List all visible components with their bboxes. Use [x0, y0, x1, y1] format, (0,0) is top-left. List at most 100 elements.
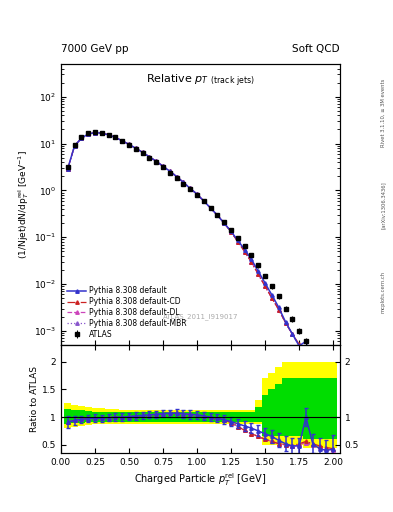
Pythia 8.308 default [161, 163, 165, 169]
Pythia 8.308 default-DL [154, 158, 158, 164]
Pythia 8.308 default-MBR [161, 163, 165, 169]
Pythia 8.308 default-DL [283, 319, 288, 326]
Pythia 8.308 default-CD [331, 402, 336, 409]
Pythia 8.308 default [195, 191, 199, 197]
Pythia 8.308 default-CD [208, 205, 213, 211]
Pythia 8.308 default-MBR [120, 138, 125, 144]
Pythia 8.308 default [93, 130, 97, 136]
Pythia 8.308 default-CD [256, 271, 261, 278]
Pythia 8.308 default-DL [99, 130, 104, 136]
Pythia 8.308 default-DL [181, 179, 186, 185]
Pythia 8.308 default-MBR [235, 239, 240, 245]
Pythia 8.308 default-MBR [242, 248, 247, 254]
Pythia 8.308 default [127, 141, 131, 147]
Pythia 8.308 default-DL [263, 283, 268, 289]
Pythia 8.308 default-CD [222, 220, 227, 226]
Pythia 8.308 default-DL [113, 135, 118, 141]
Pythia 8.308 default-MBR [276, 307, 281, 313]
Pythia 8.308 default-MBR [72, 143, 77, 149]
Pythia 8.308 default-DL [86, 131, 90, 137]
Pythia 8.308 default-MBR [202, 198, 206, 204]
Pythia 8.308 default [65, 165, 70, 172]
Pythia 8.308 default [297, 343, 301, 349]
Pythia 8.308 default-CD [297, 341, 301, 347]
Pythia 8.308 default [249, 257, 254, 263]
Pythia 8.308 default-CD [99, 130, 104, 136]
Pythia 8.308 default-CD [215, 212, 220, 219]
Pythia 8.308 default-MBR [174, 174, 179, 180]
Pythia 8.308 default-DL [331, 403, 336, 410]
Pythia 8.308 default-CD [65, 165, 70, 172]
Pythia 8.308 default [208, 205, 213, 211]
Pythia 8.308 default-CD [235, 239, 240, 245]
Pythia 8.308 default-DL [93, 130, 97, 136]
Pythia 8.308 default-MBR [222, 220, 227, 226]
Pythia 8.308 default-MBR [290, 331, 295, 337]
Pythia 8.308 default-CD [72, 143, 77, 149]
Text: Soft QCD: Soft QCD [292, 44, 340, 54]
Pythia 8.308 default [331, 403, 336, 409]
Pythia 8.308 default-CD [120, 138, 125, 144]
Pythia 8.308 default-DL [276, 307, 281, 313]
Pythia 8.308 default-CD [127, 141, 131, 147]
Line: Pythia 8.308 default-DL: Pythia 8.308 default-DL [66, 131, 335, 408]
Pythia 8.308 default-MBR [140, 150, 145, 156]
Pythia 8.308 default-CD [147, 154, 152, 160]
Pythia 8.308 default [263, 280, 268, 286]
Pythia 8.308 default-MBR [86, 131, 90, 137]
Pythia 8.308 default [113, 135, 118, 141]
Pythia 8.308 default-DL [147, 154, 152, 160]
Pythia 8.308 default-DL [202, 198, 206, 204]
Pythia 8.308 default-DL [167, 168, 172, 174]
Pythia 8.308 default-CD [188, 185, 193, 191]
Pythia 8.308 default-CD [106, 132, 111, 138]
Pythia 8.308 default-DL [249, 259, 254, 265]
Pythia 8.308 default-DL [133, 145, 138, 152]
Pythia 8.308 default-MBR [283, 319, 288, 326]
Pythia 8.308 default [167, 168, 172, 174]
Pythia 8.308 default-CD [93, 130, 97, 136]
Pythia 8.308 default-MBR [167, 168, 172, 174]
Pythia 8.308 default-CD [174, 174, 179, 180]
Y-axis label: (1/Njet)dN/dp$_T^{\rm rel}$ [GeV$^{-1}$]: (1/Njet)dN/dp$_T^{\rm rel}$ [GeV$^{-1}$] [16, 150, 31, 259]
Pythia 8.308 default-DL [303, 351, 308, 357]
Pythia 8.308 default [235, 238, 240, 244]
Pythia 8.308 default-CD [249, 259, 254, 265]
Pythia 8.308 default-MBR [93, 130, 97, 136]
Pythia 8.308 default-DL [290, 331, 295, 337]
Pythia 8.308 default-MBR [317, 377, 322, 383]
Pythia 8.308 default-CD [324, 389, 329, 395]
Pythia 8.308 default-CD [154, 158, 158, 164]
Pythia 8.308 default [86, 131, 90, 137]
Pythia 8.308 default-DL [317, 376, 322, 382]
Pythia 8.308 default-CD [140, 150, 145, 156]
Pythia 8.308 default-CD [202, 198, 206, 204]
Pythia 8.308 default [202, 198, 206, 204]
Pythia 8.308 default-MBR [106, 132, 111, 138]
Pythia 8.308 default [154, 158, 158, 164]
Pythia 8.308 default-DL [72, 143, 77, 149]
Pythia 8.308 default [133, 145, 138, 152]
Pythia 8.308 default-CD [290, 331, 295, 337]
Pythia 8.308 default-DL [324, 390, 329, 396]
Pythia 8.308 default-DL [174, 174, 179, 180]
Pythia 8.308 default-CD [113, 135, 118, 141]
Y-axis label: Ratio to ATLAS: Ratio to ATLAS [30, 366, 39, 432]
Pythia 8.308 default-CD [276, 307, 281, 313]
Pythia 8.308 default [242, 246, 247, 252]
Pythia 8.308 default-CD [181, 179, 186, 185]
Pythia 8.308 default-MBR [181, 179, 186, 185]
Pythia 8.308 default-CD [317, 375, 322, 381]
Pythia 8.308 default [317, 378, 322, 384]
Pythia 8.308 default-CD [167, 168, 172, 174]
Line: Pythia 8.308 default-CD: Pythia 8.308 default-CD [66, 131, 335, 407]
Text: 7000 GeV pp: 7000 GeV pp [61, 44, 129, 54]
Pythia 8.308 default [188, 185, 193, 191]
Pythia 8.308 default-DL [195, 191, 199, 197]
Pythia 8.308 default [72, 143, 77, 149]
Pythia 8.308 default-CD [303, 350, 308, 356]
Pythia 8.308 default-MBR [133, 145, 138, 152]
Pythia 8.308 default-DL [297, 342, 301, 348]
Pythia 8.308 default [181, 179, 186, 185]
Pythia 8.308 default-MBR [127, 141, 131, 147]
